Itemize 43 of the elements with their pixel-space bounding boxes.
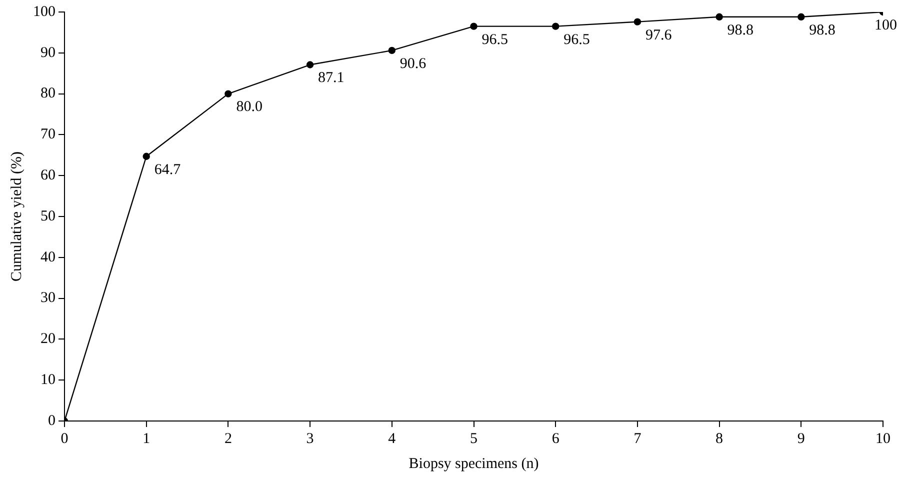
point [634,18,642,26]
x-tick-label: 5 [470,430,478,447]
y-tick-label: 0 [48,412,56,429]
y-tick-label: 100 [33,4,56,20]
point [142,152,150,160]
x-tick-label: 3 [306,430,314,447]
data-label: 80.0 [236,99,262,116]
data-label: 96.5 [482,32,508,48]
x-axis-title: Biopsy specimens (n) [408,456,539,472]
x-tick-label: 1 [142,430,150,447]
y-tick-label: 70 [40,126,56,143]
data-label: 87.1 [318,70,344,86]
y-tick-label: 10 [40,372,56,388]
data-label: 100 [874,17,897,34]
data-label: 97.6 [645,27,672,44]
y-tick-label: 60 [40,168,56,184]
x-tick-label: 6 [552,430,560,447]
x-tick-label: 7 [634,430,642,447]
point [224,90,232,98]
point [388,46,396,54]
y-tick-label: 50 [40,208,56,224]
x-tick-label: 2 [224,430,232,447]
y-tick-label: 20 [40,331,56,348]
x-tick-label: 4 [388,430,396,447]
y-tick-label: 90 [40,44,56,61]
y-tick-label: 80 [40,86,56,102]
data-label: 90.6 [400,56,427,72]
x-tick-label: 0 [60,430,68,447]
y-axis-title: Cumulative yield (%) [8,152,25,282]
point [470,22,478,30]
x-tick-label: 9 [797,430,805,447]
data-label: 98.8 [727,22,754,38]
x-tick-label: 10 [876,430,890,447]
point [552,22,560,30]
data-label: 64.7 [154,162,182,178]
data-label: 96.5 [564,32,590,48]
point [716,13,723,21]
y-tick-label: 40 [40,249,56,266]
y-tick-label: 30 [40,290,56,306]
point [306,61,314,68]
point [798,13,805,21]
data-label: 98.8 [809,22,836,38]
x-tick-label: 8 [716,430,724,447]
